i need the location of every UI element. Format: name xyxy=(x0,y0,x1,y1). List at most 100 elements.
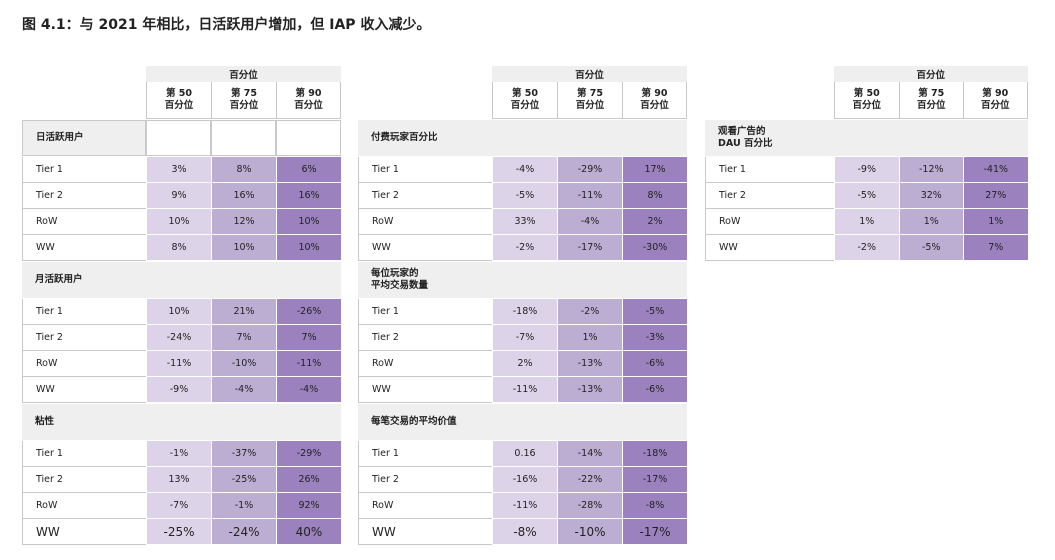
value-cell: 6% xyxy=(276,157,341,183)
row-label-text: RoW xyxy=(36,358,58,369)
value-cell: -4% xyxy=(276,377,341,403)
value-text: -5% xyxy=(922,242,941,253)
row-label-text: WW xyxy=(36,524,60,539)
value-text: -1% xyxy=(234,500,254,511)
row-label: WW xyxy=(22,377,146,403)
row-label: RoW xyxy=(22,351,146,377)
section-title-line: 每笔交易的平均价值 xyxy=(371,416,457,427)
value-text: 16% xyxy=(233,190,255,201)
value-cell: 33% xyxy=(492,209,557,235)
value-text: 21% xyxy=(233,306,255,317)
value-cell: 10% xyxy=(276,235,341,261)
section-title-line: 每位玩家的 xyxy=(371,268,419,279)
page-title: 图 4.1：与 2021 年相比，日活跃用户增加，但 IAP 收入减少。 xyxy=(22,17,431,33)
value-text: -5% xyxy=(645,306,665,317)
group-header: 百分位 xyxy=(492,66,687,82)
value-text: -18% xyxy=(512,306,538,317)
value-text: -22% xyxy=(577,474,603,485)
row-label: WW xyxy=(22,519,146,545)
column-header: 第 50 百分位 xyxy=(834,82,899,119)
value-cell: -1% xyxy=(146,441,211,467)
section-title: 每笔交易的平均价值 xyxy=(358,404,687,440)
value-text: -24% xyxy=(228,524,260,539)
value-text: -12% xyxy=(918,164,944,175)
row-label-text: WW xyxy=(719,242,738,253)
value-text: -13% xyxy=(577,384,603,395)
value-text: -26% xyxy=(296,306,322,317)
value-text: -5% xyxy=(857,190,877,201)
value-text: -5% xyxy=(515,190,535,201)
value-text: -11% xyxy=(512,384,538,395)
row-label-text: RoW xyxy=(36,216,58,227)
value-cell: 2% xyxy=(492,351,557,377)
value-text: -17% xyxy=(577,242,603,253)
value-text: -9% xyxy=(169,384,189,395)
value-cell: -3% xyxy=(622,325,687,351)
value-cell: 3% xyxy=(146,157,211,183)
value-cell: 13% xyxy=(146,467,211,493)
value-cell: 8% xyxy=(146,235,211,261)
value-text: 27% xyxy=(985,190,1007,201)
value-text: -30% xyxy=(642,242,668,253)
value-cell: -9% xyxy=(146,377,211,403)
value-cell: 0.16 xyxy=(492,441,557,467)
value-cell: -30% xyxy=(622,235,687,261)
column-unit: 百分位 xyxy=(294,100,323,111)
row-label-text: Tier 2 xyxy=(372,332,399,343)
column-unit: 百分位 xyxy=(164,100,194,111)
value-text: 26% xyxy=(298,474,320,485)
value-cell: -11% xyxy=(276,351,341,377)
value-cell: 1% xyxy=(963,209,1028,235)
value-text: 8% xyxy=(171,242,187,253)
column-rank: 第 50 xyxy=(511,88,539,99)
row-label: Tier 2 xyxy=(358,325,492,351)
section-title-line: 平均交易数量 xyxy=(371,280,429,291)
empty-cell xyxy=(146,120,211,156)
row-label-text: RoW xyxy=(372,358,394,369)
column-header: 第 75 百分位 xyxy=(898,82,963,119)
column-unit: 百分位 xyxy=(510,100,540,111)
row-label: RoW xyxy=(358,209,492,235)
row-label: WW xyxy=(705,235,834,261)
group-header-text: 百分位 xyxy=(229,70,258,81)
column-unit: 百分位 xyxy=(916,100,946,111)
value-text: -2% xyxy=(515,242,535,253)
value-cell: -16% xyxy=(492,467,557,493)
value-text: 10% xyxy=(298,216,320,227)
column-rank: 第 50 xyxy=(853,88,880,99)
value-text: -25% xyxy=(231,474,257,485)
value-cell: 7% xyxy=(963,235,1028,261)
value-cell: 27% xyxy=(963,183,1028,209)
value-text: 2% xyxy=(647,216,663,227)
value-cell: 10% xyxy=(276,209,341,235)
value-cell: 16% xyxy=(276,183,341,209)
value-text: -11% xyxy=(166,358,192,369)
section-title: 每位玩家的 平均交易数量 xyxy=(358,262,687,298)
column-header: 第 90 百分位 xyxy=(963,82,1028,119)
group-header: 百分位 xyxy=(146,66,341,82)
value-cell: -7% xyxy=(146,493,211,519)
value-cell: -7% xyxy=(492,325,557,351)
row-label: Tier 1 xyxy=(358,441,492,467)
row-label: WW xyxy=(358,377,492,403)
value-cell: 12% xyxy=(211,209,276,235)
value-cell: -5% xyxy=(898,235,963,261)
value-text: 7% xyxy=(988,242,1004,253)
value-cell: -5% xyxy=(492,183,557,209)
row-label: Tier 1 xyxy=(358,299,492,325)
column-unit: 百分位 xyxy=(980,100,1010,111)
column-header: 第 50 百分位 xyxy=(492,82,557,119)
value-cell: -8% xyxy=(622,493,687,519)
section-title-line: 粘性 xyxy=(35,416,55,427)
value-text: -2% xyxy=(857,242,877,253)
value-cell: -13% xyxy=(557,351,622,377)
value-cell: -17% xyxy=(557,235,622,261)
value-text: -9% xyxy=(857,164,877,175)
column-unit: 百分位 xyxy=(229,100,259,111)
value-cell: 10% xyxy=(146,209,211,235)
value-text: 1% xyxy=(859,216,875,227)
value-text: -3% xyxy=(645,332,665,343)
value-cell: 1% xyxy=(557,325,622,351)
value-text: -6% xyxy=(645,384,665,395)
value-text: 1% xyxy=(988,216,1004,227)
